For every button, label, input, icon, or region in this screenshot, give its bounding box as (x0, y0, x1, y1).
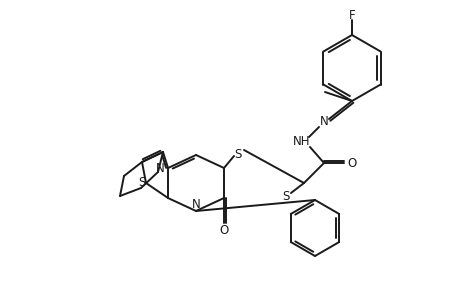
Text: NH: NH (293, 134, 310, 148)
Text: F: F (348, 8, 354, 22)
Text: S: S (282, 190, 289, 203)
Text: N: N (319, 115, 328, 128)
Text: S: S (234, 148, 241, 160)
Text: O: O (347, 157, 356, 169)
Text: O: O (219, 224, 228, 236)
Text: S: S (138, 176, 146, 190)
Text: N: N (155, 161, 164, 175)
Text: N: N (191, 199, 200, 212)
